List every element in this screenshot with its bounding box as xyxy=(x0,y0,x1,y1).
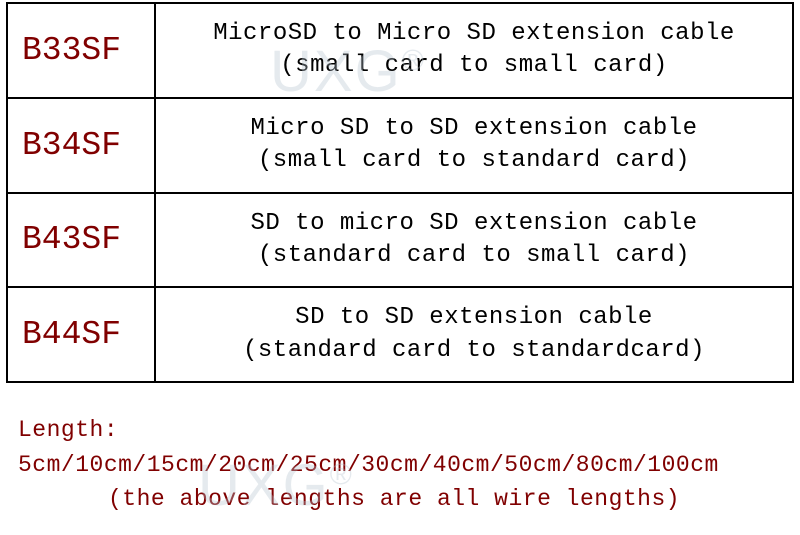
desc-line1: SD to SD extension cable xyxy=(295,302,653,334)
product-table: B33SF MicroSD to Micro SD extension cabl… xyxy=(6,2,794,383)
desc-line2: (small card to standard card) xyxy=(258,145,690,177)
desc-line2: (small card to small card) xyxy=(280,50,667,82)
table-row: B44SF SD to SD extension cable (standard… xyxy=(6,286,794,383)
table-row: B33SF MicroSD to Micro SD extension cabl… xyxy=(6,2,794,97)
desc-line2: (standard card to small card) xyxy=(258,240,690,272)
product-description: MicroSD to Micro SD extension cable (sma… xyxy=(156,4,792,97)
desc-line1: SD to micro SD extension cable xyxy=(250,208,697,240)
product-code: B43SF xyxy=(8,194,156,287)
desc-line2: (standard card to standardcard) xyxy=(243,335,705,367)
product-code: B44SF xyxy=(8,288,156,381)
footer-note: Length: 5cm/10cm/15cm/20cm/25cm/30cm/40c… xyxy=(0,413,800,517)
product-description: SD to SD extension cable (standard card … xyxy=(156,288,792,381)
product-description: Micro SD to SD extension cable (small ca… xyxy=(156,99,792,192)
product-description: SD to micro SD extension cable (standard… xyxy=(156,194,792,287)
desc-line1: Micro SD to SD extension cable xyxy=(250,113,697,145)
table-row: B43SF SD to micro SD extension cable (st… xyxy=(6,192,794,287)
desc-line1: MicroSD to Micro SD extension cable xyxy=(213,18,735,50)
footer-line2: (the above lengths are all wire lengths) xyxy=(18,482,800,517)
product-code: B33SF xyxy=(8,4,156,97)
table-row: B34SF Micro SD to SD extension cable (sm… xyxy=(6,97,794,192)
footer-line1: Length: 5cm/10cm/15cm/20cm/25cm/30cm/40c… xyxy=(18,413,800,482)
product-code: B34SF xyxy=(8,99,156,192)
